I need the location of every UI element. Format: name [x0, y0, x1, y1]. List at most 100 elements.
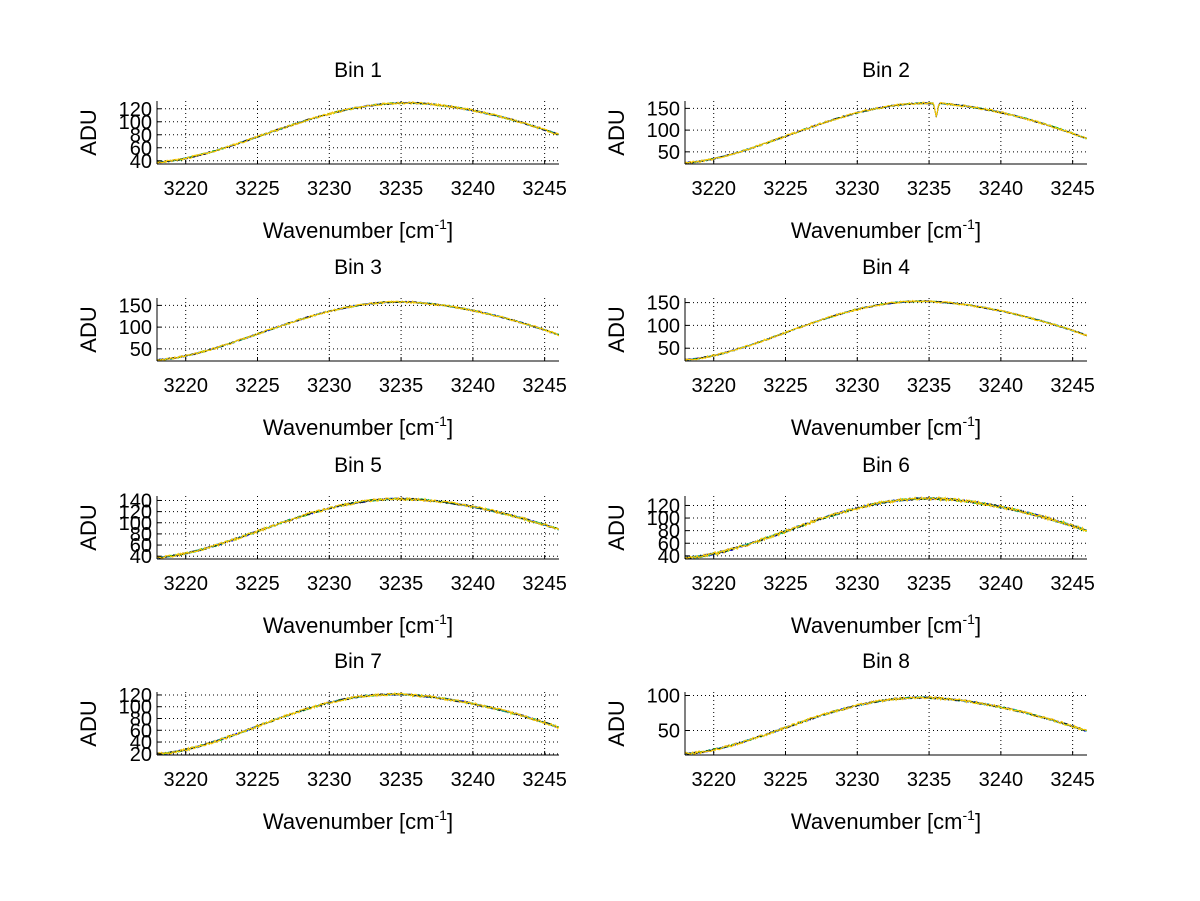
x-tick-label: 3245 [522, 573, 567, 595]
x-tick-label: 3230 [307, 375, 352, 397]
x-tick-label: 3245 [1050, 769, 1095, 791]
series-group [685, 496, 1087, 559]
subplot-title: Bin 5 [334, 454, 382, 477]
series-line-5 [685, 101, 1087, 164]
x-tick-label: 3230 [835, 178, 880, 200]
grid-lines [157, 496, 559, 559]
y-tick-label: 50 [130, 339, 152, 361]
x-tick-label: 3225 [763, 573, 808, 595]
y-axis-label: ADU [76, 504, 101, 550]
x-axis-label: Wavenumber [cm-1] [263, 807, 453, 834]
x-tick-label: 3225 [763, 769, 808, 791]
series-group [157, 101, 559, 164]
subplot-bin-8: Bin 8 3220 3225 3230 3235 3240 3245 50 100 Wavenu… [604, 650, 1095, 834]
y-tick-label: 50 [658, 338, 680, 360]
y-tick-label: 50 [658, 721, 680, 743]
x-axis-label-text: Wavenumber [cm [263, 809, 435, 834]
x-axis-label: Wavenumber [cm-1] [791, 807, 981, 834]
x-axis-label-superscript: -1 [963, 807, 976, 823]
x-axis-label: Wavenumber [cm-1] [791, 611, 981, 638]
series-line-5 [685, 695, 1087, 755]
series-line-5 [157, 101, 559, 164]
y-tick-label: 100 [647, 508, 680, 530]
x-tick-label: 3245 [1050, 573, 1095, 595]
subplot-title: Bin 7 [334, 650, 382, 673]
x-tick-label: 3235 [907, 573, 952, 595]
x-tick-label: 3245 [1050, 375, 1095, 397]
series-group [685, 299, 1087, 361]
y-axis-label: ADU [604, 306, 629, 352]
x-tick-label: 3230 [835, 573, 880, 595]
x-axis-label-close: ] [447, 809, 453, 834]
y-tick-label: 120 [119, 502, 152, 524]
x-axis-label-superscript: -1 [963, 413, 976, 429]
y-tick-label: 100 [647, 315, 680, 337]
x-tick-label: 3245 [1050, 178, 1095, 200]
y-tick-label: 80 [130, 125, 152, 147]
x-axis-label: Wavenumber [cm-1] [263, 413, 453, 440]
x-tick-label: 3240 [451, 769, 496, 791]
y-tick-label: 120 [119, 99, 152, 121]
x-tick-label: 3225 [235, 573, 280, 595]
y-tick-label: 100 [119, 317, 152, 339]
x-tick-label: 3220 [691, 573, 736, 595]
series-line-5 [157, 300, 559, 361]
x-axis-label-close: ] [975, 218, 981, 243]
y-tick-label: 80 [130, 708, 152, 730]
y-tick-label: 20 [130, 744, 152, 766]
y-tick-label: 100 [647, 686, 680, 708]
x-tick-label: 3240 [451, 375, 496, 397]
x-tick-label: 3245 [522, 178, 567, 200]
x-axis-label-superscript: -1 [435, 216, 448, 232]
x-axis-label-text: Wavenumber [cm [263, 218, 435, 243]
y-axis-label: ADU [76, 700, 101, 746]
y-tick-label: 120 [647, 495, 680, 517]
y-tick-label: 80 [658, 521, 680, 543]
x-tick-label: 3220 [163, 178, 208, 200]
x-axis-label-text: Wavenumber [cm [263, 415, 435, 440]
x-tick-label: 3235 [379, 178, 424, 200]
x-tick-label: 3225 [235, 178, 280, 200]
x-tick-label: 3240 [979, 573, 1024, 595]
x-axis-label-close: ] [447, 613, 453, 638]
x-tick-label: 3235 [379, 769, 424, 791]
y-tick-label: 60 [130, 720, 152, 742]
series-group [685, 695, 1087, 755]
y-tick-label: 100 [119, 513, 152, 535]
subplot-title: Bin 8 [862, 650, 910, 673]
x-tick-label: 3240 [451, 573, 496, 595]
y-tick-label: 60 [130, 138, 152, 160]
x-tick-label: 3225 [235, 769, 280, 791]
x-tick-label: 3240 [451, 178, 496, 200]
x-tick-label: 3245 [522, 769, 567, 791]
y-tick-label: 60 [658, 533, 680, 555]
grid-lines [685, 298, 1087, 361]
x-axis-label-superscript: -1 [963, 611, 976, 627]
series-group [685, 101, 1087, 164]
grid-lines [157, 101, 559, 164]
x-axis-label-text: Wavenumber [cm [791, 613, 963, 638]
x-tick-label: 3240 [979, 375, 1024, 397]
x-tick-label: 3230 [835, 769, 880, 791]
y-tick-label: 50 [658, 142, 680, 164]
x-axis-label: Wavenumber [cm-1] [791, 216, 981, 243]
y-tick-label: 40 [130, 732, 152, 754]
y-tick-label: 100 [647, 120, 680, 142]
y-axis-label: ADU [604, 504, 629, 550]
x-axis-label-text: Wavenumber [cm [791, 218, 963, 243]
x-axis-label-close: ] [975, 613, 981, 638]
subplot-bin-7: Bin 7 3220 3225 3230 3235 3240 3245 20406080100… [76, 650, 567, 834]
x-tick-label: 3220 [691, 178, 736, 200]
series-group [157, 300, 559, 361]
x-tick-label: 3220 [691, 769, 736, 791]
x-tick-label: 3240 [979, 769, 1024, 791]
series-line-5 [157, 692, 559, 755]
x-tick-label: 3225 [763, 178, 808, 200]
x-axis-label-close: ] [975, 415, 981, 440]
y-tick-label: 100 [119, 112, 152, 134]
